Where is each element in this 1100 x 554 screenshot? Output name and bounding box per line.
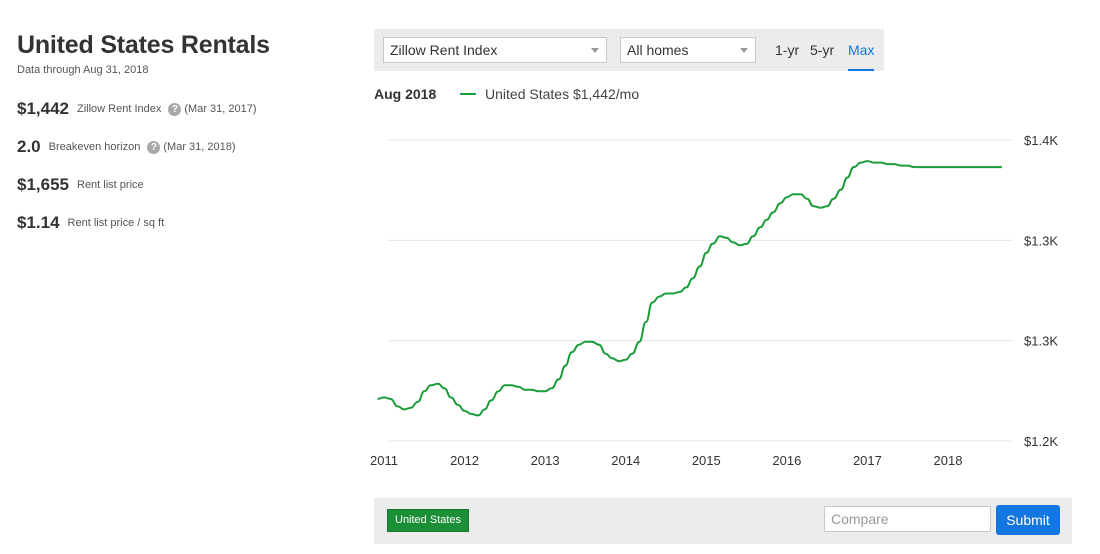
series-line-united-states <box>377 160 1002 417</box>
metric-value: $1,655 <box>17 175 69 194</box>
x-tick-label: 2018 <box>934 453 963 468</box>
metric-label: Rent list price / sq ft <box>67 217 165 229</box>
range-1yr-tab[interactable]: 1-yr <box>775 42 800 58</box>
compare-bar: United States Submit <box>374 498 1072 544</box>
rent-index-line-chart: $1.2K $1.3K $1.3K $1.4K 2011 2012 2013 2014 2015… <box>370 133 1058 468</box>
x-tick-label: 2017 <box>853 453 882 468</box>
x-tick-label: 2012 <box>450 453 479 468</box>
x-tick-label: 2013 <box>531 453 560 468</box>
metric-value: 2.0 <box>17 137 41 156</box>
metric-label: Zillow Rent Index <box>77 103 162 115</box>
chevron-down-icon <box>740 48 748 53</box>
legend-swatch <box>460 93 477 96</box>
metric-value: $1,442 <box>17 99 69 118</box>
chevron-down-icon <box>591 48 599 53</box>
metric-rent-list-price: $1,655 Rent list price <box>17 166 337 204</box>
metric-label: Breakeven horizon <box>48 141 141 153</box>
y-tick-label: $1.3K <box>1024 233 1058 248</box>
metric-date: (Mar 31, 2018) <box>163 141 236 153</box>
data-through-date: Data through Aug 31, 2018 <box>17 64 149 76</box>
metric-value: $1.14 <box>17 213 60 232</box>
home-type-select[interactable]: All homes <box>620 37 756 63</box>
legend-series-label: United States $1,442/mo <box>485 86 640 102</box>
home-type-select-value: All homes <box>627 42 689 58</box>
metric-breakeven-horizon: 2.0 Breakeven horizon ? (Mar 31, 2018) <box>17 128 337 166</box>
y-tick-label: $1.3K <box>1024 334 1058 349</box>
toolbar-spacer <box>884 29 1072 71</box>
metric-rent-list-price-sqft: $1.14 Rent list price / sq ft <box>17 204 337 242</box>
summary-panel: United States Rentals Data through Aug 3… <box>17 30 337 242</box>
range-5yr-tab[interactable]: 5-yr <box>810 42 835 58</box>
index-select[interactable]: Zillow Rent Index <box>383 37 607 63</box>
submit-button[interactable]: Submit <box>996 505 1060 535</box>
x-tick-label: 2016 <box>772 453 801 468</box>
metric-rent-index: $1,442 Zillow Rent Index ? (Mar 31, 2017… <box>17 90 337 128</box>
x-tick-label: 2011 <box>370 453 398 468</box>
metric-label: Rent list price <box>77 179 144 191</box>
chart-legend: Aug 2018 United States $1,442/mo <box>374 84 639 104</box>
y-tick-label: $1.4K <box>1024 133 1058 148</box>
range-max-tab[interactable]: Max <box>848 29 875 71</box>
index-select-value: Zillow Rent Index <box>390 42 498 58</box>
region-tag[interactable]: United States <box>387 509 470 532</box>
metric-date: (Mar 31, 2017) <box>184 103 257 115</box>
x-tick-label: 2014 <box>611 453 640 468</box>
help-icon[interactable]: ? <box>147 140 161 154</box>
compare-input[interactable] <box>824 506 991 532</box>
help-icon[interactable]: ? <box>168 102 182 116</box>
legend-date: Aug 2018 <box>374 86 437 102</box>
metrics-list: $1,442 Zillow Rent Index ? (Mar 31, 2017… <box>17 90 337 242</box>
y-tick-label: $1.2K <box>1024 434 1058 449</box>
page-title: United States Rentals <box>17 31 270 59</box>
x-tick-label: 2015 <box>692 453 721 468</box>
